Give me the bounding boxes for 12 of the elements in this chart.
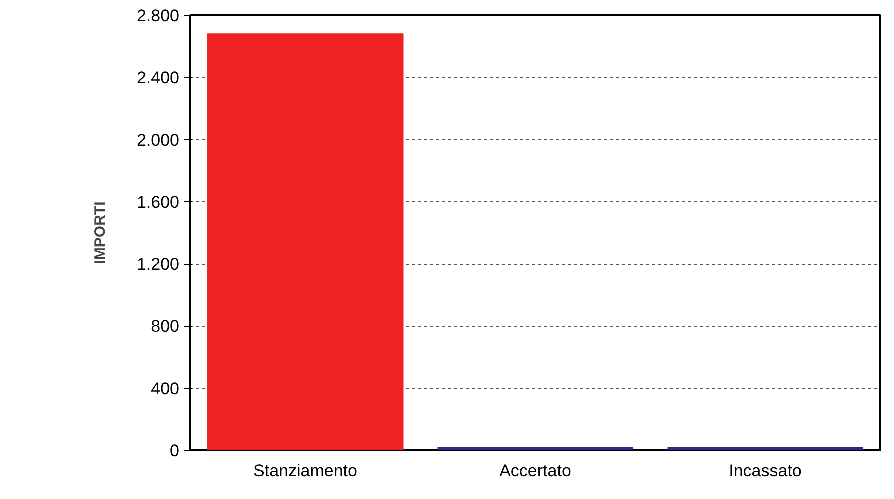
y-tick-label: 800	[151, 317, 180, 336]
x-tick-label: Accertato	[500, 462, 572, 480]
y-tick-label: 400	[151, 379, 180, 398]
y-tick-label: 2.800	[136, 6, 180, 26]
y-tick-label: 2.400	[136, 68, 180, 88]
y-tick-label: 0	[170, 442, 180, 460]
y-tick-label: 1.600	[136, 192, 180, 212]
y-tick-label: 1.200	[136, 255, 180, 274]
x-tick-label: Stanziamento	[254, 462, 358, 480]
x-tick-label: Incassato	[729, 462, 802, 480]
y-tick-label: 2.000	[136, 130, 180, 150]
y-axis-title: IMPORTI	[92, 202, 109, 264]
